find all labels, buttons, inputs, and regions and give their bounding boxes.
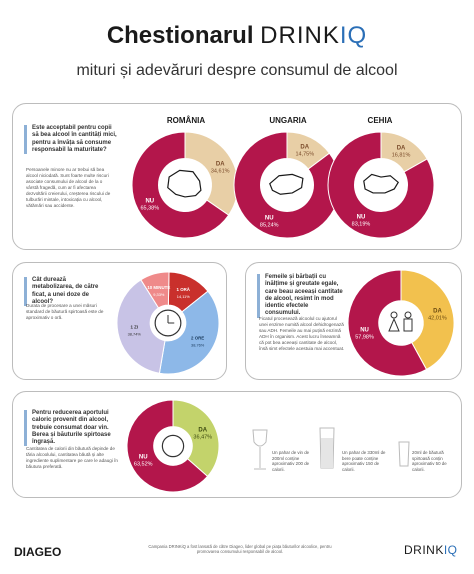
pie-slice-da: [172, 399, 220, 478]
pie-slice-10-minute: [140, 271, 170, 309]
pie-category-label: 10 MINUTE: [147, 285, 170, 290]
pie-category-label: DA: [198, 428, 207, 434]
chart-title-ungaria: UNGARIA: [269, 116, 307, 125]
answer-children: Persoanele minore nu ar trebui să bea al…: [26, 167, 111, 208]
spirit-calorie-note: 20ml de băutură spirtoasă conțin aproxim…: [412, 450, 447, 472]
pie-category-label: DA: [300, 144, 309, 150]
pie-value-label: 36,47%: [193, 435, 212, 441]
pie-category-label: NU: [265, 216, 274, 222]
question-gender: Femeile și bărbații cu înălțime și greut…: [257, 274, 345, 318]
pie-value-label: 38,76%: [191, 343, 205, 348]
pie-category-label: DA: [433, 309, 442, 315]
pie-value-label: 16,81%: [392, 153, 411, 159]
pie-center: [379, 301, 423, 345]
answer-metabolism: Durata de procesare a unei măsuri standa…: [26, 303, 104, 320]
pie-chart-metabolism: 1 ORĂ 14,11% 2 ORE 38,76% 1 ZI 38,74% 10 MINUT…: [116, 271, 220, 375]
pie-value-label: 34,61%: [211, 169, 230, 175]
pie-slice-nu: [126, 399, 209, 493]
page-title: Chestionarul DRINKIQ: [0, 22, 474, 50]
pie-slice-nu: [347, 269, 428, 377]
pie-center: [154, 427, 192, 465]
clock-icon: [154, 309, 182, 337]
question-children: Este acceptabil pentru copii să bea alco…: [24, 125, 119, 155]
page-subtitle: mituri și adevăruri despre consumul de a…: [76, 62, 398, 79]
wine-calorie-note: Un pahar de vin de 200ml conține aproxim…: [272, 450, 310, 472]
drinkiq-logo-text: DRINK: [404, 543, 444, 557]
czechia-map-icon: [363, 173, 400, 194]
pie-category-label: NU: [145, 198, 154, 204]
beer-calorie-note: Un pahar de 330ml de bere poate conține …: [342, 450, 386, 472]
panel-calories: [12, 391, 462, 498]
pie-value-label: 42,01%: [428, 316, 447, 322]
pie-slice-da: [184, 131, 239, 216]
pie-value-label: 14,75%: [295, 151, 314, 157]
pie-value-label: 14,11%: [177, 294, 190, 299]
pie-center: [355, 159, 407, 211]
diageo-logo: DIAGEO: [14, 545, 62, 559]
plate-icon: [161, 434, 185, 458]
chart-title-cehia: CEHIA: [367, 116, 393, 125]
pie-value-label: 9,33%: [153, 292, 165, 297]
spirit-glass-icon: [398, 441, 410, 467]
pie-category-label: 1 ZI: [130, 325, 138, 330]
pie-slice-nu: [327, 131, 435, 239]
answer-calories: Cantitatea de calorii din băutură depind…: [26, 446, 118, 469]
pie-slice-nu: [233, 131, 341, 239]
pie-value-label: 63,52%: [134, 461, 153, 467]
romania-map-icon: [167, 169, 202, 198]
pie-slice-1-zi: [116, 279, 166, 374]
pie-category-label: NU: [360, 327, 369, 333]
pie-slice-nu: [131, 131, 230, 239]
drinkiq-logo: DRINKIQ: [404, 543, 458, 557]
pie-slice-da: [400, 269, 455, 371]
answer-gender: Ficatul procesează alcoolul cu ajutorul …: [259, 316, 345, 351]
pie-value-label: 83,19%: [352, 221, 371, 227]
question-metabolism: Cât durează metabolizarea, de către fica…: [24, 277, 104, 307]
pie-value-label: 38,74%: [128, 332, 142, 337]
title-bold: Chestionarul: [106, 22, 254, 49]
drinkiq-logo-iq: IQ: [443, 543, 458, 557]
beer-glass-icon: [319, 427, 335, 469]
wine-glass-icon: [252, 429, 268, 470]
question-calories: Pentru reducerea aportului caloric prove…: [24, 410, 119, 447]
pie-category-label: DA: [216, 162, 225, 168]
pie-category-label: NU: [139, 454, 148, 460]
footer-note: Campania DRINKiQ a fost lansată de către…: [148, 544, 332, 555]
pie-category-label: 2 ORE: [191, 336, 204, 341]
pie-category-label: 1 ORĂ: [177, 287, 191, 292]
chart-title-romania: ROMÂNIA: [166, 116, 206, 125]
pie-value-label: 65,38%: [140, 205, 159, 211]
pie-value-label: 85,24%: [260, 223, 279, 229]
pie-center: [261, 159, 313, 211]
hungary-map-icon: [269, 173, 304, 195]
pie-center: [159, 159, 211, 211]
people-icon: [388, 311, 413, 332]
pie-value-label: 57,98%: [355, 334, 374, 340]
pie-slice-2-ore: [158, 290, 220, 375]
pie-category-label: NU: [357, 214, 366, 220]
title-brand: DRINK: [260, 22, 340, 49]
pie-category-label: DA: [397, 146, 406, 152]
title-brand-iq: IQ: [339, 22, 368, 49]
